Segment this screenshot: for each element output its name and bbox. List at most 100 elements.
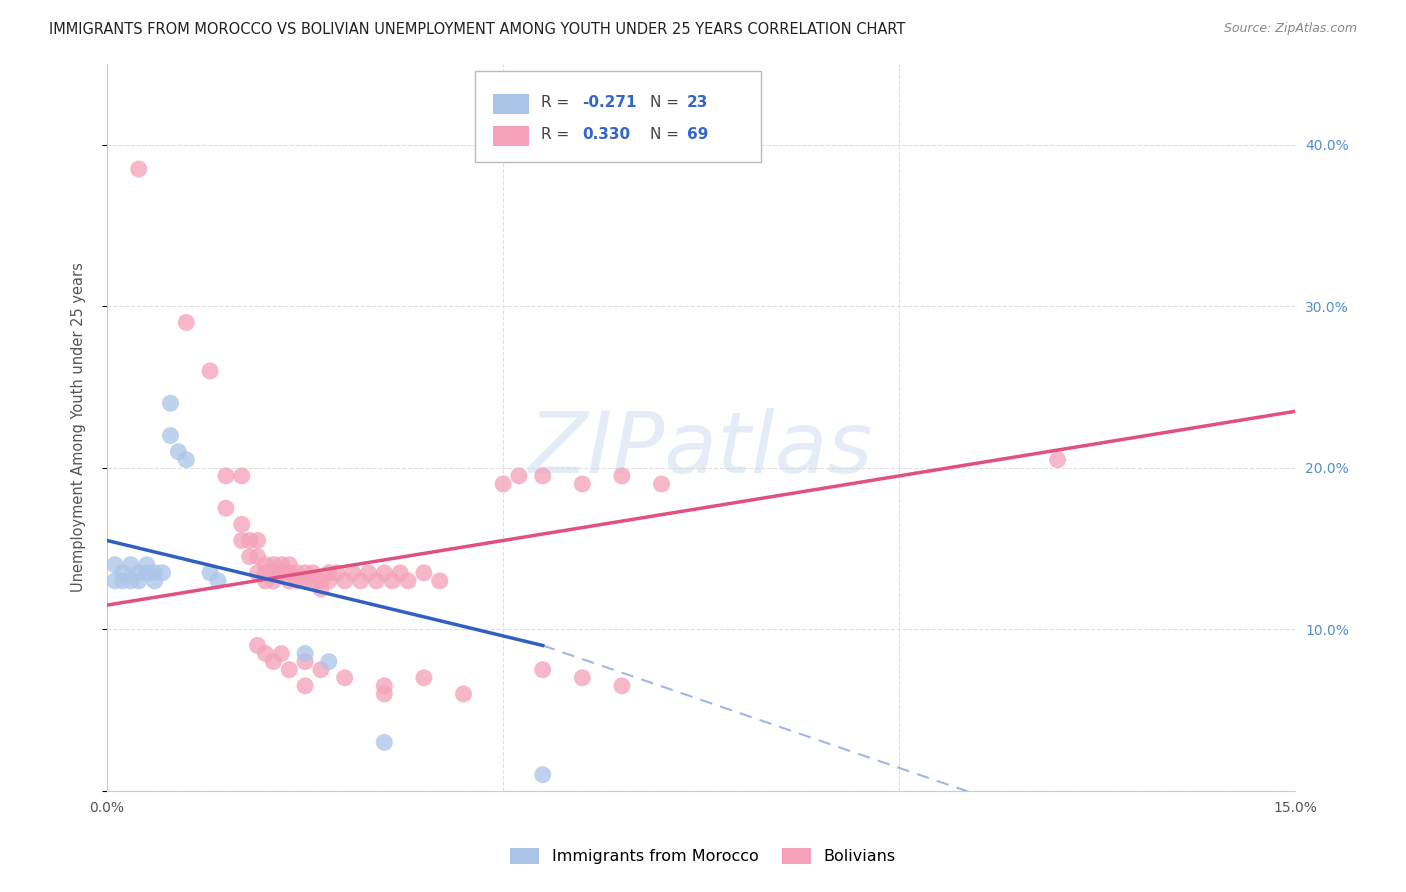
Point	[120, 574, 142, 588]
Point	[531, 767, 554, 781]
Point	[231, 517, 253, 532]
Point	[610, 469, 633, 483]
Point	[198, 364, 221, 378]
Point	[610, 679, 633, 693]
Point	[294, 566, 316, 580]
Point	[294, 679, 316, 693]
Legend: Immigrants from Morocco, Bolivians: Immigrants from Morocco, Bolivians	[503, 841, 903, 871]
Point	[285, 566, 308, 580]
Point	[167, 444, 190, 458]
Point	[239, 549, 262, 564]
Text: Source: ZipAtlas.com: Source: ZipAtlas.com	[1223, 22, 1357, 36]
Point	[262, 566, 284, 580]
Point	[309, 574, 332, 588]
Point	[453, 687, 475, 701]
Point	[508, 469, 530, 483]
Point	[302, 574, 325, 588]
Point	[1046, 452, 1069, 467]
Point	[159, 396, 181, 410]
Point	[215, 469, 238, 483]
Point	[294, 655, 316, 669]
Point	[373, 679, 395, 693]
Point	[246, 639, 269, 653]
Point	[231, 533, 253, 548]
Point	[333, 671, 356, 685]
FancyBboxPatch shape	[494, 94, 529, 114]
Point	[651, 477, 673, 491]
Point	[262, 574, 284, 588]
Point	[309, 582, 332, 596]
FancyBboxPatch shape	[494, 126, 529, 146]
Point	[104, 574, 127, 588]
Point	[429, 574, 451, 588]
Point	[120, 558, 142, 572]
Point	[254, 558, 277, 572]
Point	[413, 566, 436, 580]
Point	[285, 574, 308, 588]
Point	[135, 558, 157, 572]
Text: R =: R =	[541, 127, 574, 142]
Point	[254, 574, 277, 588]
Text: R =: R =	[541, 95, 574, 110]
Text: 69: 69	[688, 127, 709, 142]
Point	[231, 469, 253, 483]
Point	[246, 533, 269, 548]
Point	[254, 566, 277, 580]
Point	[270, 647, 292, 661]
Point	[135, 566, 157, 580]
Point	[294, 647, 316, 661]
Point	[270, 558, 292, 572]
Point	[111, 574, 134, 588]
Point	[357, 566, 380, 580]
Point	[254, 647, 277, 661]
Point	[278, 566, 301, 580]
Point	[246, 566, 269, 580]
Point	[159, 428, 181, 442]
Point	[318, 574, 340, 588]
Point	[262, 655, 284, 669]
Text: -0.271: -0.271	[582, 95, 637, 110]
Point	[104, 558, 127, 572]
Text: 0.330: 0.330	[582, 127, 630, 142]
Point	[278, 558, 301, 572]
Point	[373, 687, 395, 701]
Point	[239, 533, 262, 548]
Point	[278, 663, 301, 677]
Point	[174, 316, 197, 330]
Point	[143, 566, 166, 580]
Point	[207, 574, 229, 588]
Point	[571, 671, 593, 685]
Point	[349, 574, 371, 588]
Point	[413, 671, 436, 685]
Point	[373, 735, 395, 749]
Point	[381, 574, 404, 588]
Point	[389, 566, 412, 580]
Point	[309, 663, 332, 677]
Point	[152, 566, 174, 580]
Text: N =: N =	[650, 127, 683, 142]
Text: 23: 23	[688, 95, 709, 110]
Point	[531, 663, 554, 677]
Point	[366, 574, 388, 588]
Point	[270, 566, 292, 580]
Point	[396, 574, 419, 588]
Point	[531, 469, 554, 483]
Point	[278, 574, 301, 588]
Point	[326, 566, 349, 580]
FancyBboxPatch shape	[475, 71, 761, 162]
Point	[318, 566, 340, 580]
Point	[571, 477, 593, 491]
Point	[128, 162, 150, 177]
Point	[342, 566, 364, 580]
Point	[174, 452, 197, 467]
Point	[128, 574, 150, 588]
Point	[492, 477, 515, 491]
Point	[198, 566, 221, 580]
Point	[215, 501, 238, 516]
Point	[294, 574, 316, 588]
Point	[373, 566, 395, 580]
Y-axis label: Unemployment Among Youth under 25 years: Unemployment Among Youth under 25 years	[72, 262, 86, 592]
Text: N =: N =	[650, 95, 683, 110]
Point	[302, 566, 325, 580]
Point	[333, 574, 356, 588]
